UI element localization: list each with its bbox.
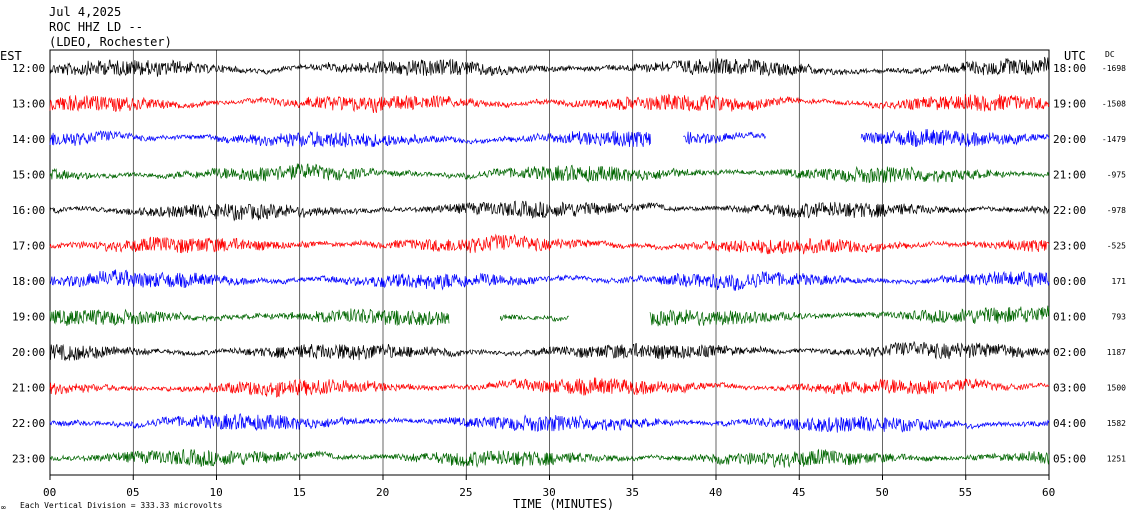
local-hour-label: 23:00 — [12, 453, 45, 466]
dc-header-label: DC — [1105, 50, 1115, 59]
seismic-trace — [49, 93, 1050, 114]
dc-offset-label: 1500 — [1107, 384, 1126, 393]
dc-offset-label: -1508 — [1102, 100, 1126, 109]
x-tick-label: 55 — [959, 486, 972, 499]
x-tick-label: 20 — [376, 486, 389, 499]
dc-offset-label: -525 — [1107, 242, 1126, 251]
local-hour-label: 14:00 — [12, 133, 45, 146]
utc-hour-label: 00:00 — [1053, 275, 1086, 288]
dc-offset-label: 1582 — [1107, 419, 1126, 428]
right-zone-label: UTC — [1064, 49, 1086, 63]
local-hour-label: 17:00 — [12, 240, 45, 253]
utc-hour-label: 18:00 — [1053, 62, 1086, 75]
dc-offset-label: -978 — [1107, 206, 1126, 215]
dc-offset-label: 793 — [1112, 313, 1127, 322]
local-hour-label: 15:00 — [12, 169, 45, 182]
x-tick-label: 40 — [709, 486, 722, 499]
seismic-trace — [49, 377, 1050, 398]
x-tick-label: 15 — [293, 486, 306, 499]
scale-footnote: Each Vertical Division = 333.33 microvol… — [20, 501, 222, 510]
station-label: ROC HHZ LD -- — [49, 20, 143, 34]
seismic-trace — [49, 56, 1050, 77]
utc-hour-label: 05:00 — [1053, 453, 1086, 466]
date-label: Jul 4,2025 — [49, 5, 121, 19]
dc-offset-label: -1479 — [1102, 135, 1126, 144]
x-tick-label: 00 — [43, 486, 56, 499]
seismic-trace — [49, 129, 1050, 148]
local-hour-label: 20:00 — [12, 346, 45, 359]
trace-group — [49, 56, 1050, 469]
local-hour-label: 19:00 — [12, 311, 45, 324]
local-hour-label: 22:00 — [12, 417, 45, 430]
x-tick-label: 50 — [876, 486, 889, 499]
utc-hour-label: 20:00 — [1053, 133, 1086, 146]
left-zone-label: EST — [0, 49, 22, 63]
seismic-trace — [49, 448, 1050, 469]
network-label: (LDEO, Rochester) — [49, 35, 172, 49]
x-tick-label: 60 — [1042, 486, 1055, 499]
local-hour-label: 18:00 — [12, 275, 45, 288]
seismic-trace — [49, 163, 1050, 184]
dc-offset-label: 171 — [1112, 277, 1127, 286]
time-grid — [49, 50, 1050, 480]
x-tick-labels: 00 05 10 15 20 25 30 35 40 45 50 55 60 — [43, 486, 1055, 499]
local-hour-label: 21:00 — [12, 382, 45, 395]
utc-hour-label: 01:00 — [1053, 311, 1086, 324]
dc-offset-label: -975 — [1107, 171, 1126, 180]
dc-offset-label: 1251 — [1107, 455, 1126, 464]
hour-labels: 12:00 18:00 -1698 13:00 19:00 -1508 14:00 20:00… — [12, 62, 1126, 466]
x-tick-label: 05 — [126, 486, 139, 499]
utc-hour-label: 23:00 — [1053, 240, 1086, 253]
x-tick-label: 10 — [210, 486, 223, 499]
utc-hour-label: 04:00 — [1053, 417, 1086, 430]
x-tick-label: 35 — [626, 486, 639, 499]
local-hour-label: 12:00 — [12, 62, 45, 75]
utc-hour-label: 21:00 — [1053, 169, 1086, 182]
local-hour-label: 13:00 — [12, 98, 45, 111]
utc-hour-label: 02:00 — [1053, 346, 1086, 359]
dc-offset-label: -1698 — [1102, 64, 1126, 73]
x-tick-label: 45 — [792, 486, 805, 499]
seismic-trace — [49, 233, 1050, 255]
dc-offset-label: 1187 — [1107, 348, 1126, 357]
utc-hour-label: 19:00 — [1053, 98, 1086, 111]
x-tick-label: 25 — [459, 486, 472, 499]
utc-hour-label: 03:00 — [1053, 382, 1086, 395]
seismic-trace — [49, 200, 1050, 222]
x-axis-label: TIME (MINUTES) — [513, 497, 614, 511]
legend-arrow-icon: ∞ — [1, 503, 6, 512]
seismic-trace — [50, 269, 1050, 291]
seismic-trace — [49, 305, 1050, 327]
x-tick-label: 30 — [543, 486, 556, 499]
local-hour-label: 16:00 — [12, 204, 45, 217]
utc-hour-label: 22:00 — [1053, 204, 1086, 217]
seismic-trace — [49, 340, 1050, 362]
seismic-trace — [49, 413, 1050, 433]
